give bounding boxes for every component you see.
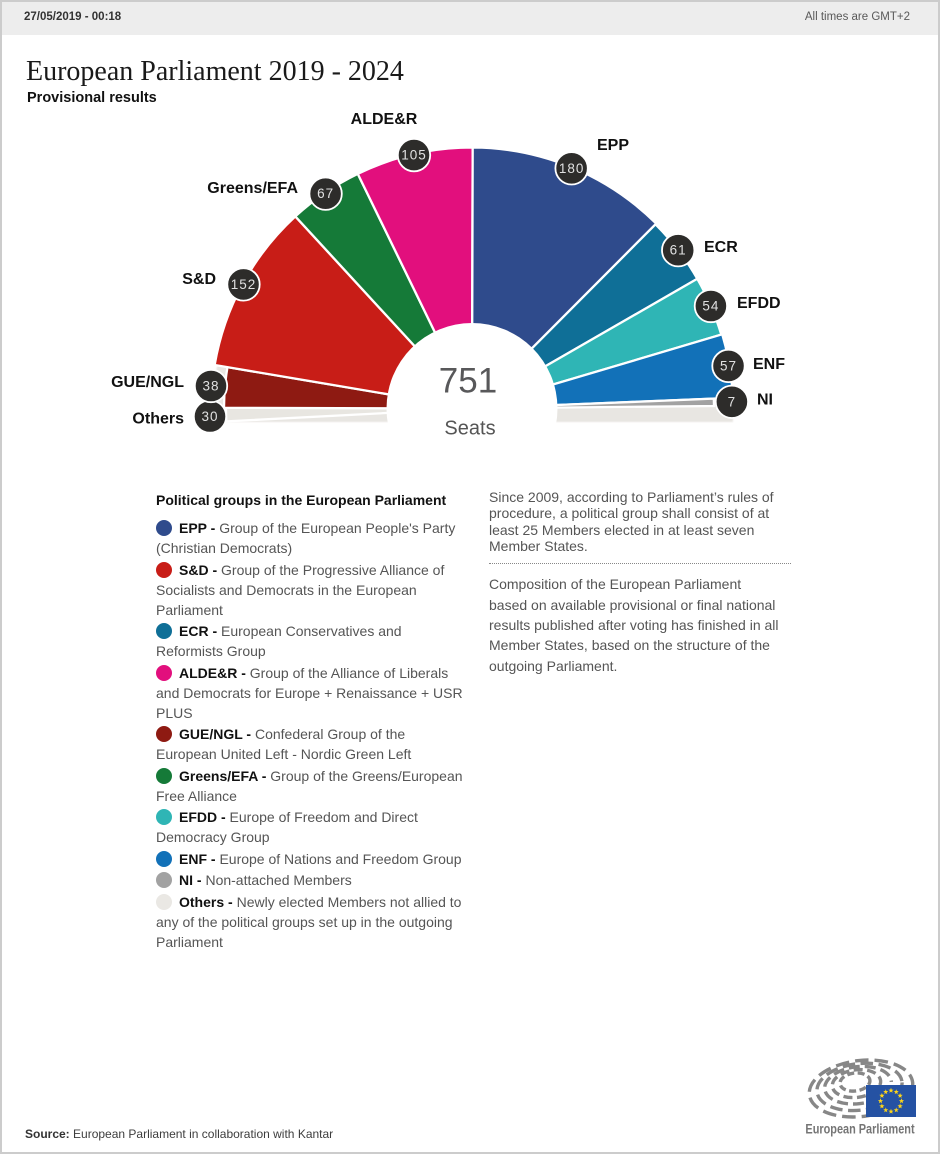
svg-text:EFDD: EFDD [737, 295, 781, 312]
svg-text:NI: NI [757, 392, 773, 409]
svg-text:61: 61 [670, 243, 687, 258]
svg-text:105: 105 [401, 148, 427, 163]
svg-text:54: 54 [702, 299, 719, 314]
svg-text:GUE/NGL: GUE/NGL [111, 374, 184, 391]
svg-text:ALDE&R: ALDE&R [351, 111, 418, 128]
svg-text:67: 67 [317, 186, 334, 201]
svg-text:751: 751 [439, 362, 497, 401]
svg-text:Greens/EFA: Greens/EFA [207, 180, 298, 197]
svg-text:EPP: EPP [597, 137, 629, 154]
svg-text:38: 38 [202, 379, 219, 394]
svg-text:ENF: ENF [753, 356, 785, 373]
svg-text:152: 152 [231, 277, 257, 292]
svg-text:ECR: ECR [704, 239, 738, 256]
svg-text:7: 7 [728, 394, 737, 409]
svg-text:European Parliament: European Parliament [805, 1121, 915, 1137]
svg-text:180: 180 [559, 161, 585, 176]
svg-text:57: 57 [720, 358, 737, 373]
svg-text:Others: Others [132, 411, 184, 428]
svg-text:Seats: Seats [444, 418, 495, 440]
svg-text:S&D: S&D [182, 271, 216, 288]
svg-text:30: 30 [201, 409, 218, 424]
